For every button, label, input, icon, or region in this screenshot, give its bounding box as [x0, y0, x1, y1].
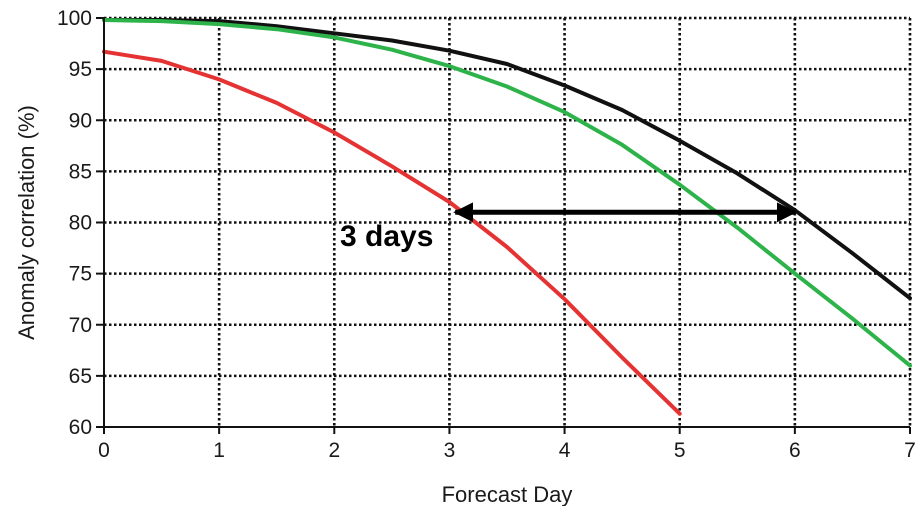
- x-tick-label: 3: [444, 439, 456, 462]
- x-tick-label: 5: [674, 439, 686, 462]
- x-tick-label: 2: [328, 439, 340, 462]
- x-tick-label: 0: [98, 439, 110, 462]
- y-tick-label: 100: [57, 7, 92, 30]
- x-tick-label: 4: [559, 439, 571, 462]
- x-tick-label: 6: [789, 439, 801, 462]
- y-tick-label: 90: [69, 109, 92, 132]
- y-tick-label: 80: [69, 212, 92, 235]
- y-tick-label: 95: [69, 58, 92, 81]
- y-tick-label: 85: [69, 160, 92, 183]
- y-tick-label: 75: [69, 263, 92, 286]
- series-line-3: [102, 49, 682, 416]
- series-line-1: [102, 18, 912, 301]
- y-tick-label: 60: [69, 416, 92, 439]
- y-tick-label: 65: [69, 365, 92, 388]
- x-tick-label: 1: [213, 439, 225, 462]
- series-line-2: [102, 18, 912, 368]
- y-tick-label: 70: [69, 314, 92, 337]
- x-axis-title: Forecast Day: [442, 482, 573, 506]
- grid: [104, 16, 912, 427]
- tick-labels: 0 1 2 3 4 5 6 7 60 65 70 75 80 85 90 95 100: [57, 7, 916, 462]
- annotation-label: 3 days: [340, 220, 433, 253]
- annotations: 3 days: [340, 202, 797, 253]
- series-layer: [102, 18, 912, 416]
- x-tick-label: 7: [904, 439, 916, 462]
- axes: [96, 17, 911, 434]
- y-axis-title: Anomaly correlation (%): [14, 105, 39, 340]
